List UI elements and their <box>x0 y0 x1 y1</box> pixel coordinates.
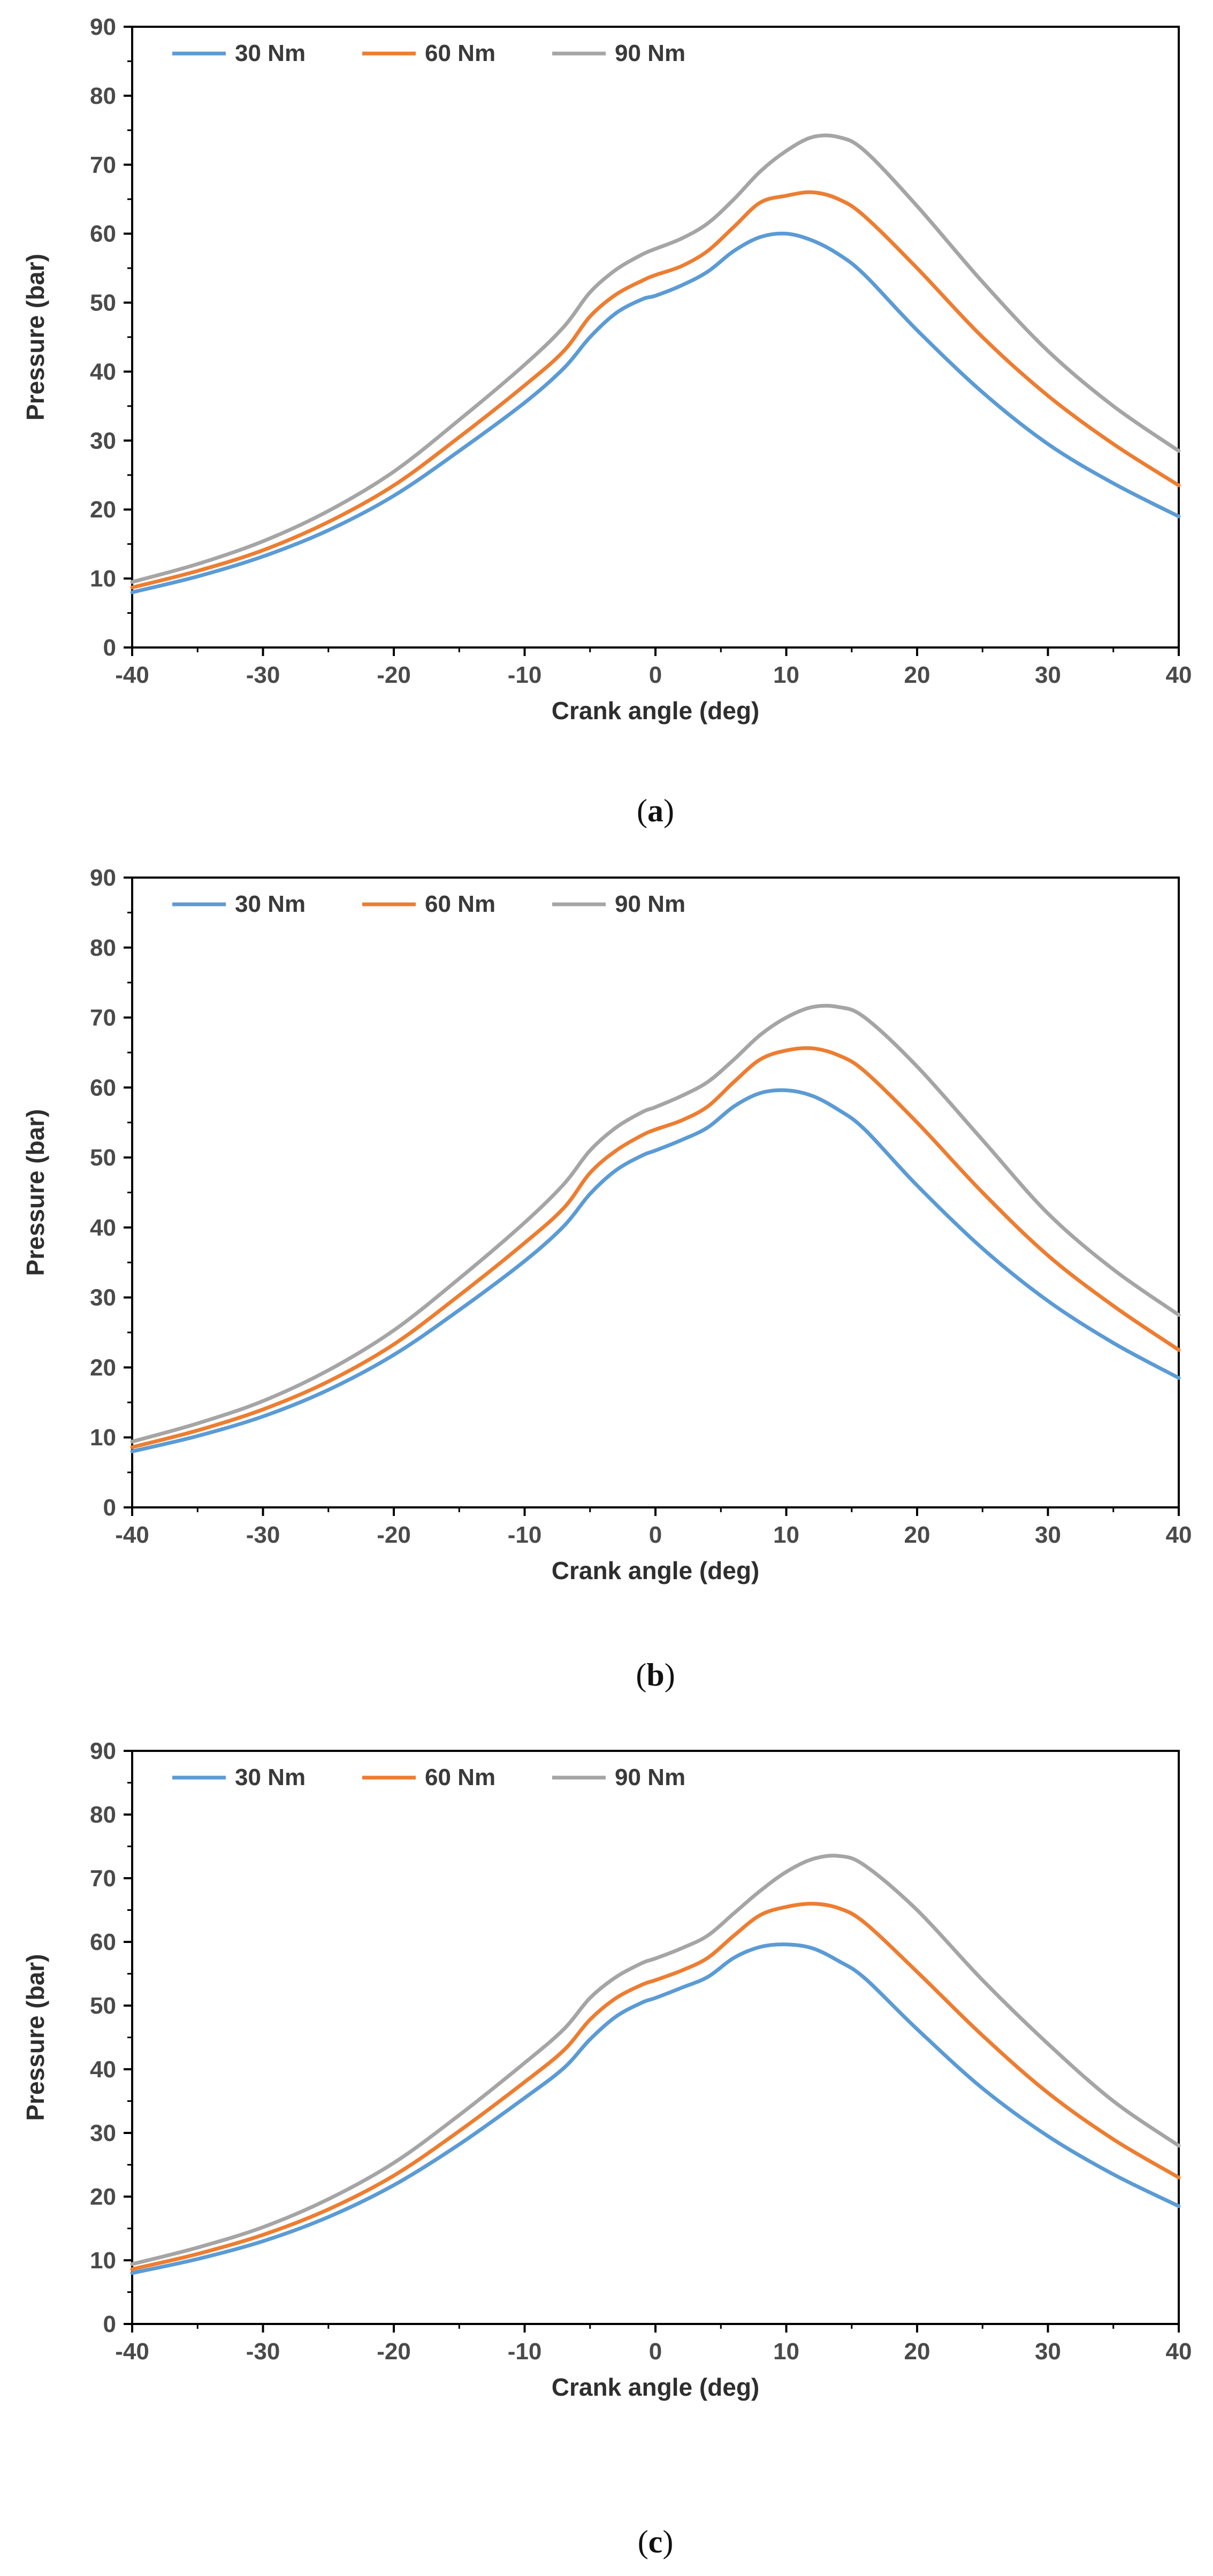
y-tick-label: 90 <box>90 14 116 40</box>
series-line-30-nm <box>130 1942 1181 2275</box>
figure-caption: (b) <box>636 1657 675 1693</box>
series-line-60-nm <box>130 1902 1181 2272</box>
x-tick-label: -40 <box>115 662 149 688</box>
x-tick-label: 0 <box>649 662 662 688</box>
legend-label: 30 Nm <box>235 1764 306 1790</box>
x-tick-label: 30 <box>1035 2338 1061 2365</box>
x-tick-label: -10 <box>508 2338 542 2365</box>
x-tick-label: -10 <box>508 662 542 688</box>
series-line-30-nm <box>130 1088 1181 1453</box>
x-tick-label: 40 <box>1166 2338 1192 2365</box>
x-tick-label: 20 <box>904 1522 930 1548</box>
legend-label: 60 Nm <box>425 40 495 66</box>
y-tick-label: 40 <box>90 2056 116 2083</box>
y-tick-label: 70 <box>90 1865 116 1892</box>
y-tick-label: 80 <box>90 935 116 961</box>
x-tick-label: -20 <box>377 662 411 688</box>
legend-label: 90 Nm <box>615 40 685 66</box>
x-tick-label: 20 <box>904 2338 930 2365</box>
y-tick-label: 50 <box>90 290 116 316</box>
series-line-90-nm <box>130 1003 1181 1444</box>
x-tick-label: 0 <box>649 2338 662 2365</box>
y-tick-label: 70 <box>90 1005 116 1031</box>
y-axis-title: Pressure (bar) <box>21 1954 49 2121</box>
y-tick-label: 10 <box>90 566 116 592</box>
y-tick-label: 0 <box>103 635 116 661</box>
legend-label: 30 Nm <box>235 40 306 66</box>
y-tick-label: 90 <box>90 1738 116 1764</box>
series-line-90-nm <box>130 1854 1181 2266</box>
y-tick-label: 80 <box>90 83 116 109</box>
plot-area-frame <box>131 1750 1180 2325</box>
plot-area-frame <box>131 26 1180 649</box>
y-tick-label: 30 <box>90 2120 116 2146</box>
x-tick-label: 30 <box>1035 662 1061 688</box>
y-tick-label: 20 <box>90 1354 116 1381</box>
legend-label: 30 Nm <box>235 891 306 917</box>
y-tick-label: 20 <box>90 497 116 523</box>
chart-panel-b: 0 10 20 30 40 50 60 70 80 90 -40 -30 -20 -10 0 10 20 30 40… <box>0 851 1213 1726</box>
x-tick-label: -20 <box>377 2338 411 2365</box>
y-tick-label: 10 <box>90 2247 116 2274</box>
x-tick-label: 10 <box>773 1522 799 1548</box>
x-tick-label: -30 <box>246 1522 280 1548</box>
legend-label: 60 Nm <box>425 891 495 917</box>
y-tick-label: 0 <box>103 1495 116 1521</box>
chart-panel-c: 0 10 20 30 40 50 60 70 80 90 -40 -30 -20 -10 0 10 20 30 40… <box>0 1726 1213 2573</box>
series-line-60-nm <box>130 190 1181 590</box>
y-tick-label: 30 <box>90 428 116 454</box>
x-tick-label: 0 <box>649 1522 662 1548</box>
legend-label: 60 Nm <box>425 1764 495 1790</box>
series-line-30-nm <box>130 231 1181 595</box>
figure-caption: (a) <box>637 793 674 828</box>
x-tick-label: 20 <box>904 662 930 688</box>
chart-panel-a: 0 10 20 30 40 50 60 70 80 90 -40 -30 -20 -10 0 10 20 30 40… <box>0 0 1213 851</box>
x-tick-label: 10 <box>773 2338 799 2365</box>
y-tick-label: 60 <box>90 221 116 247</box>
x-tick-label: 30 <box>1035 1522 1061 1548</box>
x-tick-label: 10 <box>773 662 799 688</box>
y-tick-label: 60 <box>90 1074 116 1101</box>
y-tick-label: 40 <box>90 1215 116 1241</box>
y-tick-label: 80 <box>90 1802 116 1828</box>
legend-label: 90 Nm <box>615 891 685 917</box>
x-axis-title: Crank angle (deg) <box>552 697 760 725</box>
y-tick-label: 90 <box>90 865 116 891</box>
y-axis-title: Pressure (bar) <box>21 254 49 421</box>
x-tick-label: -30 <box>246 662 280 688</box>
x-tick-label: -30 <box>246 2338 280 2365</box>
x-tick-label: -40 <box>115 2338 149 2365</box>
pressure-chart-b: 0 10 20 30 40 50 60 70 80 90 -40 -30 -20 -10 0 10 20 30 40… <box>21 865 1192 1693</box>
x-tick-label: 40 <box>1166 1522 1192 1548</box>
y-tick-label: 30 <box>90 1285 116 1311</box>
y-tick-label: 50 <box>90 1145 116 1171</box>
y-tick-label: 60 <box>90 1929 116 1955</box>
x-tick-label: -40 <box>115 1522 149 1548</box>
x-tick-label: -20 <box>377 1522 411 1548</box>
x-axis-title: Crank angle (deg) <box>552 2373 760 2401</box>
plot-area-frame <box>131 877 1180 1508</box>
y-tick-label: 70 <box>90 152 116 178</box>
y-axis-title: Pressure (bar) <box>21 1109 49 1276</box>
x-tick-label: -10 <box>508 1522 542 1548</box>
y-tick-label: 20 <box>90 2184 116 2210</box>
pressure-chart-a: 0 10 20 30 40 50 60 70 80 90 -40 -30 -20 -10 0 10 20 30 40… <box>21 14 1192 828</box>
figure-caption: (c) <box>638 2524 674 2559</box>
y-tick-label: 0 <box>103 2311 116 2337</box>
pressure-chart-c: 0 10 20 30 40 50 60 70 80 90 -40 -30 -20 -10 0 10 20 30 40… <box>21 1738 1192 2559</box>
x-axis-title: Crank angle (deg) <box>552 1557 760 1584</box>
x-tick-label: 40 <box>1166 662 1192 688</box>
legend-label: 90 Nm <box>615 1764 685 1790</box>
y-tick-label: 10 <box>90 1424 116 1451</box>
series-line-60-nm <box>130 1046 1181 1450</box>
y-tick-label: 40 <box>90 359 116 385</box>
series-line-90-nm <box>130 133 1181 584</box>
y-tick-label: 50 <box>90 1993 116 2019</box>
